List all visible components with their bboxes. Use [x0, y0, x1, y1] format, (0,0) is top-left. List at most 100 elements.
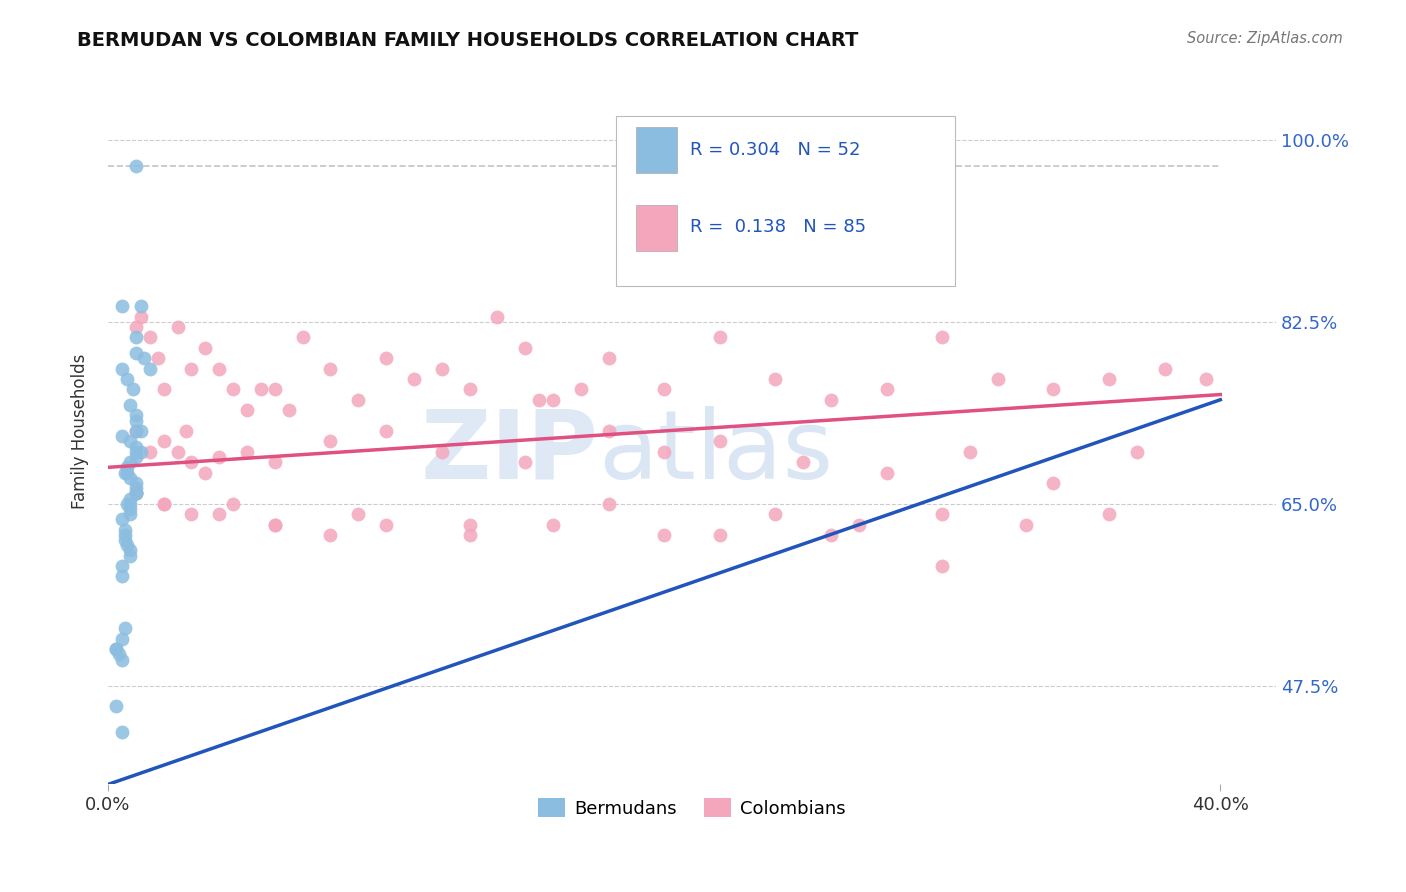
Point — [876, 382, 898, 396]
Point — [527, 392, 550, 407]
Point — [1153, 361, 1175, 376]
Point — [117, 466, 139, 480]
Point — [319, 434, 342, 449]
Point — [709, 330, 731, 344]
Point — [117, 538, 139, 552]
Point — [120, 497, 142, 511]
Point — [180, 361, 202, 376]
Point — [194, 341, 217, 355]
Point — [125, 486, 148, 500]
Point — [1098, 507, 1121, 521]
Point — [120, 471, 142, 485]
Point — [111, 569, 134, 583]
Point — [194, 466, 217, 480]
Point — [876, 466, 898, 480]
Point — [125, 440, 148, 454]
FancyBboxPatch shape — [616, 116, 955, 286]
Point — [125, 444, 148, 458]
Point — [125, 424, 148, 438]
Point — [138, 330, 160, 344]
Point — [792, 455, 814, 469]
Point — [569, 382, 592, 396]
Point — [117, 497, 139, 511]
Point — [114, 533, 136, 547]
Point — [430, 444, 453, 458]
Point — [652, 444, 675, 458]
Point — [375, 517, 398, 532]
Point — [120, 491, 142, 506]
Text: BERMUDAN VS COLOMBIAN FAMILY HOUSEHOLDS CORRELATION CHART: BERMUDAN VS COLOMBIAN FAMILY HOUSEHOLDS … — [77, 31, 859, 50]
Point — [931, 507, 953, 521]
Point — [1195, 372, 1218, 386]
Point — [120, 502, 142, 516]
Point — [1042, 475, 1064, 490]
Point — [125, 486, 148, 500]
Point — [152, 382, 174, 396]
Point — [131, 424, 153, 438]
Point — [146, 351, 169, 366]
Point — [114, 466, 136, 480]
Point — [291, 330, 314, 344]
Point — [430, 361, 453, 376]
Point — [131, 444, 153, 458]
Point — [375, 424, 398, 438]
Point — [180, 455, 202, 469]
Point — [111, 653, 134, 667]
Point — [125, 450, 148, 464]
Point — [111, 361, 134, 376]
Point — [108, 648, 131, 662]
Point — [166, 444, 188, 458]
Point — [180, 507, 202, 521]
Point — [820, 528, 842, 542]
Point — [125, 486, 148, 500]
Point — [117, 460, 139, 475]
Point — [277, 403, 299, 417]
Point — [114, 622, 136, 636]
Point — [125, 481, 148, 495]
Text: R =  0.138   N = 85: R = 0.138 N = 85 — [689, 219, 866, 236]
Y-axis label: Family Households: Family Households — [72, 353, 89, 508]
Point — [131, 299, 153, 313]
Point — [263, 455, 285, 469]
Point — [347, 392, 370, 407]
Point — [138, 444, 160, 458]
Point — [125, 413, 148, 427]
Point — [709, 434, 731, 449]
Point — [347, 507, 370, 521]
Text: ZIP: ZIP — [420, 406, 599, 499]
Text: Source: ZipAtlas.com: Source: ZipAtlas.com — [1187, 31, 1343, 46]
FancyBboxPatch shape — [636, 204, 676, 251]
Point — [458, 528, 481, 542]
Point — [120, 455, 142, 469]
Point — [152, 497, 174, 511]
Point — [111, 299, 134, 313]
Point — [105, 699, 128, 714]
FancyBboxPatch shape — [636, 127, 676, 173]
Point — [375, 351, 398, 366]
Point — [120, 549, 142, 563]
Point — [263, 382, 285, 396]
Point — [111, 632, 134, 646]
Point — [1126, 444, 1149, 458]
Point — [513, 341, 536, 355]
Point — [763, 507, 786, 521]
Point — [105, 642, 128, 657]
Legend: Bermudans, Colombians: Bermudans, Colombians — [531, 791, 853, 825]
Point — [959, 444, 981, 458]
Point — [208, 361, 231, 376]
Point — [598, 351, 620, 366]
Point — [820, 392, 842, 407]
Point — [111, 429, 134, 443]
Point — [125, 320, 148, 334]
Point — [1015, 517, 1038, 532]
Point — [931, 330, 953, 344]
Point — [319, 361, 342, 376]
Point — [263, 517, 285, 532]
Point — [250, 382, 273, 396]
Point — [1098, 372, 1121, 386]
Point — [541, 517, 564, 532]
Point — [125, 346, 148, 360]
Point — [117, 372, 139, 386]
Point — [987, 372, 1010, 386]
Point — [120, 398, 142, 412]
